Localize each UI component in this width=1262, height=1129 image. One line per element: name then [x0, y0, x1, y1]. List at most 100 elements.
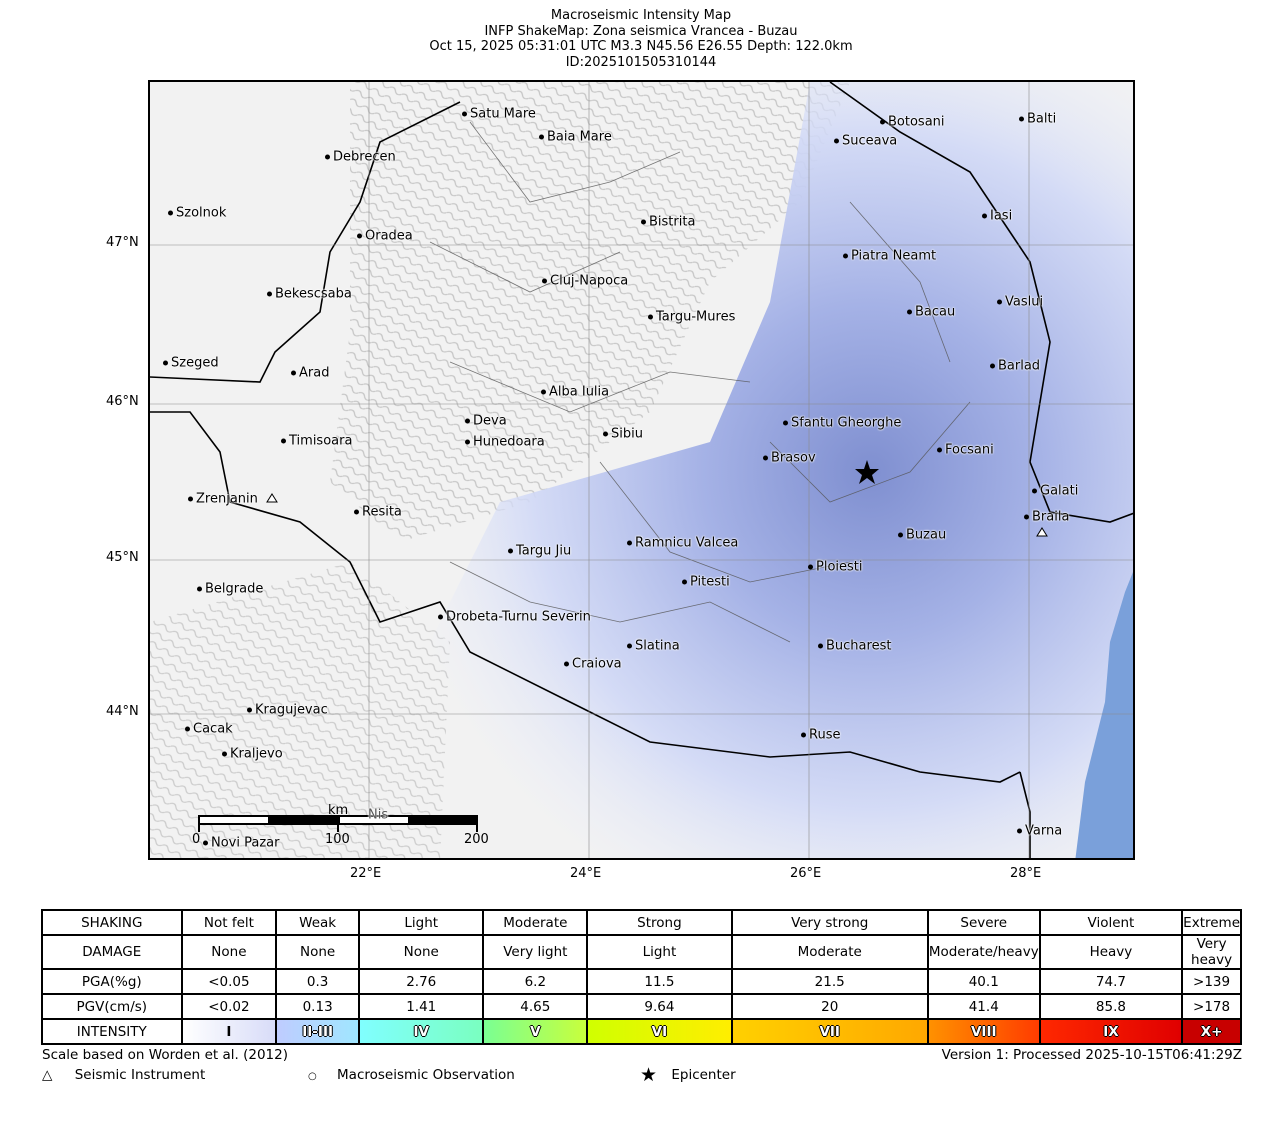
- city-label: Braila: [1032, 509, 1070, 525]
- city-marker: Piatra Neamt: [843, 249, 936, 264]
- lat-label: 44°N: [106, 704, 139, 719]
- city-dot-icon: [843, 253, 848, 259]
- legend-cell: Moderate: [730, 934, 929, 970]
- circle-icon: ○: [308, 1071, 317, 1082]
- city-dot-icon: [880, 119, 885, 125]
- city-marker: Botosani: [880, 115, 945, 130]
- legend-cell: Very light: [482, 934, 589, 970]
- scale-tick: 0: [192, 832, 201, 847]
- city-label: Ploiesti: [816, 559, 863, 575]
- intensity-map[interactable]: Satu Mare Baia Mare Debrecen Szolnok Oradea B…: [148, 80, 1135, 860]
- intensity-swatch: X+: [1181, 1018, 1242, 1045]
- intensity-swatch: VIII: [926, 1018, 1041, 1045]
- balkan-relief: [150, 562, 450, 858]
- city-label: Iasi: [990, 208, 1013, 224]
- city-dot-icon: [247, 707, 252, 713]
- carpathian-relief: [330, 82, 850, 542]
- legend-row-header: SHAKING: [41, 909, 183, 936]
- city-dot-icon: [808, 564, 813, 570]
- city-marker: Slatina: [627, 639, 680, 654]
- graticule: [150, 82, 1133, 858]
- title-event: Oct 15, 2025 05:31:01 UTC M3.3 N45.56 E2…: [429, 39, 853, 54]
- city-marker: Satu Mare: [462, 107, 536, 122]
- city-marker: Craiova: [564, 657, 622, 672]
- city-label: Resita: [362, 504, 402, 520]
- city-label: Sibiu: [611, 426, 643, 442]
- scale-note: Scale based on Worden et al. (2012): [42, 1047, 288, 1063]
- legend-cell: 74.7: [1038, 968, 1184, 995]
- legend-cell: Severe: [926, 909, 1041, 936]
- city-label: Galati: [1040, 483, 1079, 499]
- city-dot-icon: [783, 420, 788, 426]
- city-marker: Arad: [291, 366, 329, 381]
- city-dot-icon: [1019, 116, 1024, 122]
- legend-cell: None: [357, 934, 485, 970]
- legend-cell: 0.3: [275, 968, 360, 995]
- city-dot-icon: [682, 579, 687, 585]
- city-label: Pitesti: [690, 574, 730, 590]
- city-label: Nis: [368, 807, 389, 823]
- intensity-swatch: I: [180, 1018, 278, 1045]
- city-dot-icon: [163, 360, 168, 366]
- city-label: Oradea: [365, 228, 413, 244]
- legend-row-header: DAMAGE: [41, 934, 183, 970]
- city-label: Focsani: [945, 442, 994, 458]
- city-marker: Kragujevac: [247, 703, 328, 718]
- city-label: Belgrade: [205, 581, 264, 597]
- legend-cell: Strong: [586, 909, 733, 936]
- city-marker: Brasov: [763, 451, 816, 466]
- intensity-swatch: VI: [586, 1018, 733, 1045]
- city-dot-icon: [185, 726, 190, 732]
- legend-cell: 85.8: [1038, 993, 1184, 1020]
- city-dot-icon: [291, 370, 296, 376]
- city-marker: Kraljevo: [222, 747, 283, 762]
- city-label: Debrecen: [333, 149, 396, 165]
- city-marker: Deva: [465, 414, 507, 429]
- city-label: Vaslui: [1005, 294, 1044, 310]
- lat-label: 46°N: [106, 394, 139, 409]
- intensity-swatch: V: [482, 1018, 589, 1045]
- legend-row-header: INTENSITY: [41, 1018, 183, 1045]
- lon-label: 24°E: [570, 866, 602, 881]
- intensity-swatch: VII: [730, 1018, 929, 1045]
- legend-cell: Violent: [1038, 909, 1184, 936]
- city-dot-icon: [168, 210, 173, 216]
- city-dot-icon: [997, 299, 1002, 305]
- city-dot-icon: [325, 154, 330, 160]
- city-dot-icon: [203, 840, 208, 846]
- city-dot-icon: [354, 509, 359, 515]
- city-marker: Cacak: [185, 722, 233, 737]
- legend-cell: 1.41: [357, 993, 485, 1020]
- legend-intensity-row: INTENSITY I II-III IV V VI VII VIII IX X+: [41, 1018, 1242, 1045]
- city-label: Zrenjanin: [196, 491, 258, 507]
- title-id: ID:2025101505310144: [565, 54, 717, 70]
- city-marker: Timisoara: [281, 434, 352, 449]
- borders: [150, 82, 1133, 858]
- city-marker: Novi Pazar: [203, 836, 279, 851]
- city-label: Cluj-Napoca: [550, 273, 629, 289]
- city-dot-icon: [627, 540, 632, 546]
- city-label: Hunedoara: [473, 434, 545, 450]
- legend-row-header: PGA(%g): [41, 968, 183, 995]
- city-label: Kragujevac: [255, 702, 328, 718]
- city-label: Barlad: [998, 358, 1041, 374]
- city-marker: Targu Jiu: [508, 544, 571, 559]
- city-label: Slatina: [635, 638, 680, 654]
- city-label: Alba Iulia: [549, 384, 610, 400]
- city-marker: Vaslui: [997, 295, 1043, 310]
- black-sea: [1075, 572, 1133, 858]
- epicenter-label: Epicenter: [671, 1067, 736, 1083]
- city-dot-icon: [539, 134, 544, 140]
- legend-cell: None: [180, 934, 278, 970]
- lat-label: 47°N: [106, 235, 139, 250]
- city-dot-icon: [222, 751, 227, 757]
- city-marker: Cluj-Napoca: [542, 274, 628, 289]
- title-line: Macroseismic Intensity Map: [550, 8, 732, 23]
- city-dot-icon: [462, 111, 467, 117]
- intensity-swatch: IX: [1038, 1018, 1184, 1045]
- city-dot-icon: [541, 389, 546, 395]
- city-marker: Bacau: [907, 305, 955, 320]
- city-marker: Hunedoara: [465, 435, 545, 450]
- city-label: Drobeta-Turnu Severin: [446, 609, 591, 625]
- city-marker: Bucharest: [818, 639, 891, 654]
